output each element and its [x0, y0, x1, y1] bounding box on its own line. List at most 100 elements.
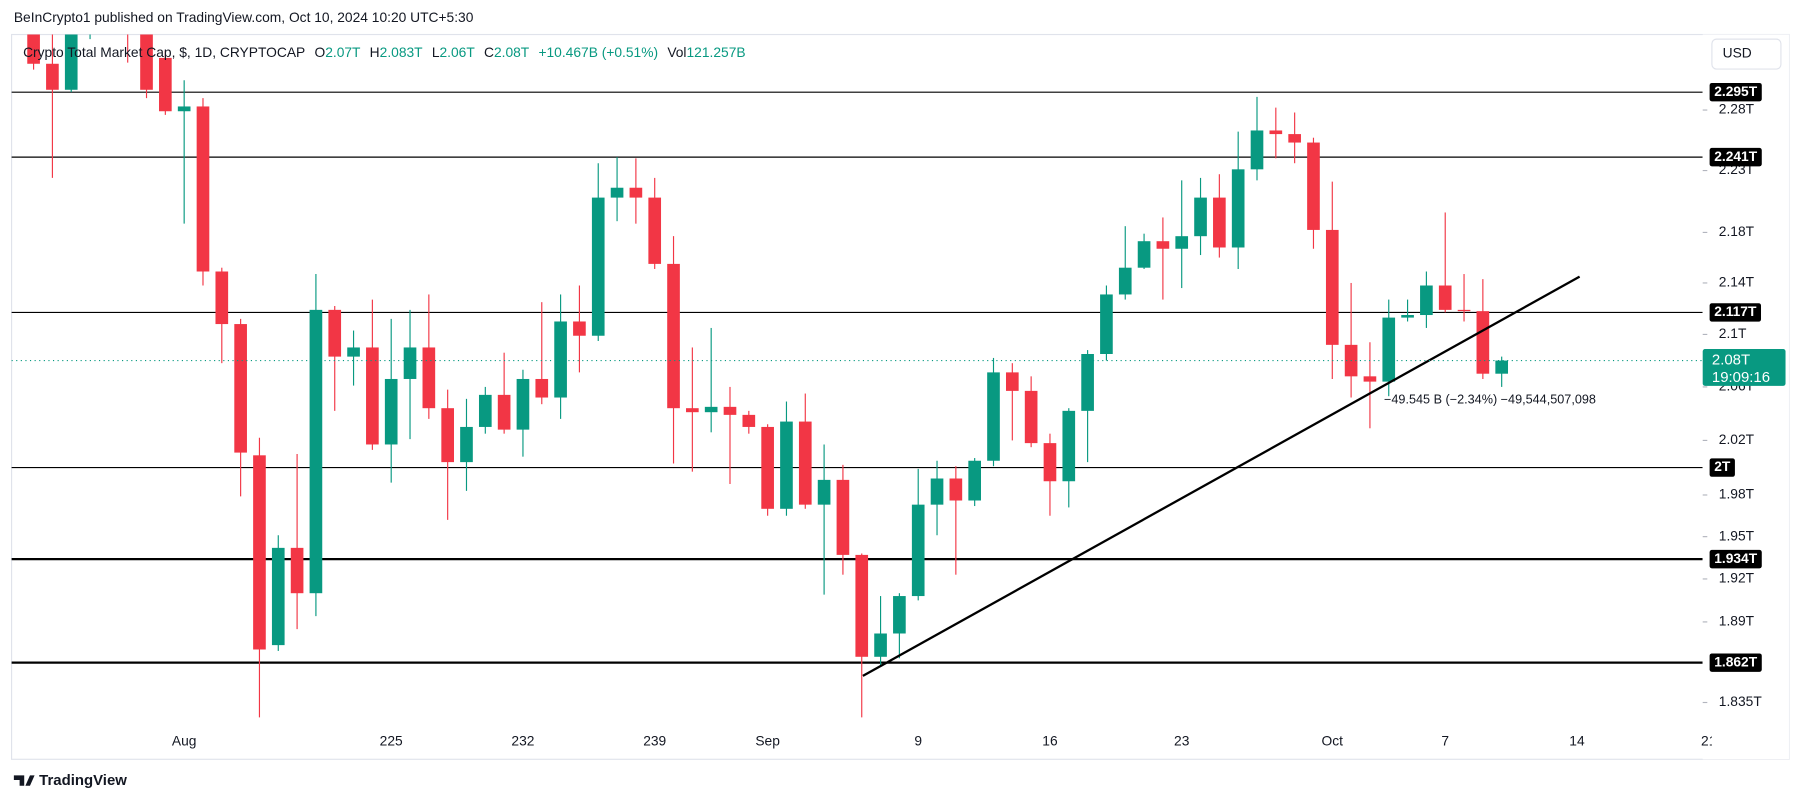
candle-body — [1307, 142, 1320, 230]
level-tag-box — [1709, 653, 1762, 672]
x-tick-label: Aug — [172, 734, 197, 749]
candle-body — [384, 378, 398, 445]
level-tag: 2.241T — [1709, 147, 1762, 167]
x-tick-label: 21 — [1701, 734, 1716, 749]
candle-body — [177, 106, 191, 112]
y-tick-label: 1.95T — [1719, 528, 1755, 543]
candle-body — [1156, 241, 1170, 249]
candle-body — [516, 378, 530, 430]
x-tick-label: 9 — [914, 734, 922, 749]
legend: Crypto Total Market Cap, $, 1D, CRYPTOCA… — [23, 45, 746, 60]
price-axis-panel — [1702, 34, 1789, 760]
candle-body — [798, 421, 812, 505]
level-tag-box — [1709, 549, 1762, 569]
currency-button-box[interactable] — [1711, 38, 1782, 70]
currency-button[interactable]: USD — [1711, 38, 1782, 70]
candle-body — [328, 309, 342, 357]
legend-value: 2.07T — [325, 45, 361, 60]
level-tag: 2.117T — [1709, 303, 1762, 322]
x-tick-label: 14 — [1569, 734, 1585, 749]
candle-body — [1137, 241, 1151, 268]
candle-body — [290, 547, 304, 594]
candle-body — [836, 479, 850, 555]
level-tag: 1.934T — [1709, 549, 1762, 569]
x-tick-label: 16 — [1042, 734, 1058, 749]
legend-value: 2.08T — [494, 45, 530, 60]
candle-body — [1438, 285, 1452, 310]
trendline — [862, 275, 1581, 677]
candle-body — [1081, 353, 1094, 411]
level-tag-label: 2T — [1714, 459, 1731, 474]
candle-body — [686, 408, 699, 413]
legend-text: Crypto Total Market Cap, $, 1D, CRYPTOCA… — [23, 45, 746, 60]
level-tag-label: 2.295T — [1714, 84, 1758, 99]
candle-body — [1420, 285, 1433, 316]
candle-body — [780, 421, 793, 509]
legend-value: 121.257B — [687, 45, 746, 60]
candle-body — [234, 324, 247, 453]
candle-body — [140, 34, 153, 90]
legend-key: L — [432, 45, 440, 60]
candle-body — [1213, 197, 1226, 248]
candle-body — [1288, 134, 1301, 143]
candle-body — [460, 426, 473, 463]
candle-body — [742, 414, 756, 427]
level-tag-label: 1.862T — [1714, 654, 1758, 669]
x-tick-label: Oct — [1322, 734, 1344, 749]
candle-body — [987, 372, 1000, 461]
legend-value: 2.06T — [440, 45, 476, 60]
candle-body — [535, 378, 549, 398]
candle-body — [1250, 130, 1264, 170]
level-tag-box — [1709, 458, 1735, 477]
candle-body — [1476, 311, 1490, 374]
candle-body — [46, 63, 59, 90]
y-tick-label: 2.14T — [1719, 275, 1755, 290]
candle-body — [1024, 390, 1038, 444]
candle-body — [911, 504, 925, 597]
time-axis: Aug 225 232 239 Sep 9 16 23 Oct 7 14 21 — [172, 734, 1716, 749]
candle-body — [64, 34, 78, 90]
candle-body — [196, 106, 210, 272]
candle-body — [1325, 229, 1339, 345]
plot-area: −49.545 B (−2.34%) −49,544,507,098 — [11, 34, 1703, 718]
y-tick-label: 2.28T — [1719, 102, 1755, 117]
candle-body — [1175, 236, 1189, 249]
candle-body — [704, 406, 718, 413]
candle-body — [347, 347, 360, 357]
legend-value: +10.467B (+0.51%) — [538, 45, 658, 60]
candle-body — [1005, 372, 1019, 391]
candle-body — [478, 394, 492, 427]
x-tick-label: 232 — [511, 734, 534, 749]
candle-body — [403, 347, 417, 379]
y-tick-label: 1.92T — [1719, 571, 1755, 586]
level-tag-label: 2.117T — [1714, 304, 1757, 319]
candle-body — [253, 455, 266, 650]
measure-annotation: −49.545 B (−2.34%) −49,544,507,098 — [1384, 393, 1596, 407]
footer: TradingView — [13, 772, 127, 789]
candle-body — [215, 271, 229, 325]
legend-value: 2.083T — [380, 45, 424, 60]
candle-body — [930, 478, 944, 505]
y-tick-label: 1.835T — [1719, 694, 1763, 709]
candle-body — [309, 309, 323, 594]
candle-body — [1495, 360, 1509, 374]
x-tick-label: 23 — [1174, 734, 1190, 749]
level-tag-label: 1.934T — [1714, 551, 1758, 566]
candle-body — [893, 596, 906, 634]
candle-body — [610, 187, 624, 198]
x-tick-label: 225 — [380, 734, 403, 749]
level-tag: 2.295T — [1709, 82, 1762, 102]
brand-name: TradingView — [39, 772, 127, 789]
y-tick-label: 2.02T — [1719, 432, 1755, 447]
candle-body — [1062, 410, 1076, 482]
candle-body — [723, 406, 737, 415]
x-tick-label: 7 — [1441, 734, 1449, 749]
candle-body — [1401, 315, 1414, 318]
candle-body — [629, 187, 643, 198]
candle-body — [874, 633, 887, 657]
candle-body — [1269, 130, 1283, 135]
currency-button-label[interactable]: USD — [1723, 46, 1752, 61]
